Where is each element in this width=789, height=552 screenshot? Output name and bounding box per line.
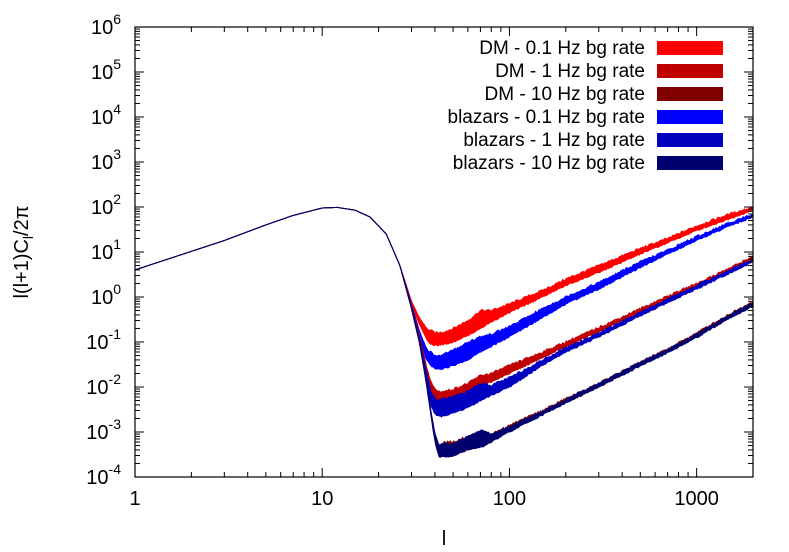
y-tick-exponent: 5 [113, 56, 121, 72]
x-axis-title: l [442, 528, 446, 550]
y-tick-label: 106 [91, 11, 121, 39]
y-tick-exponent: -2 [109, 371, 122, 387]
y-axis-title: l(l+1)Cl/2π [11, 205, 36, 298]
y-tick-label: 10-3 [86, 416, 121, 444]
y-tick-exponent: 2 [113, 191, 121, 207]
series-layer [135, 206, 753, 458]
y-tick-base: 10 [91, 17, 113, 39]
x-tick-label: 100 [493, 488, 526, 510]
y-tick-base: 10 [91, 242, 113, 264]
x-tick-label: 10 [311, 488, 333, 510]
y-tick-exponent: 4 [113, 101, 121, 117]
y-tick-label: 105 [91, 56, 121, 84]
y-tick-base: 10 [91, 287, 113, 309]
y-tick-base: 10 [91, 107, 113, 129]
legend-label: blazars - 10 Hz bg rate [453, 153, 645, 174]
y-tick-label: 10-1 [86, 326, 121, 354]
y-axis-title-rest: /2π [11, 205, 33, 235]
y-tick-label: 10-4 [86, 461, 121, 489]
legend-label: blazars - 1 Hz bg rate [463, 130, 645, 151]
y-axis-title-main: l(l+1)C [11, 239, 33, 298]
y-tick-base: 10 [86, 332, 108, 354]
y-tick-exponent: -4 [109, 461, 122, 477]
legend-swatch [657, 110, 723, 124]
legend-swatch [657, 64, 723, 78]
y-tick-exponent: 1 [113, 236, 121, 252]
y-tick-base: 10 [86, 422, 108, 444]
x-axis: 1 10 100 1000 [129, 27, 754, 510]
legend-label: DM - 1 Hz bg rate [495, 61, 645, 82]
y-tick-exponent: -1 [109, 326, 122, 342]
y-tick-base: 10 [86, 467, 108, 489]
y-tick-base: 10 [91, 152, 113, 174]
y-tick-label: 101 [91, 236, 121, 264]
legend-swatch [657, 41, 723, 55]
y-tick-exponent: 3 [113, 146, 121, 162]
legend-swatch [657, 156, 723, 170]
y-tick-label: 103 [91, 146, 121, 174]
y-tick-base: 10 [91, 62, 113, 84]
legend-label: blazars - 0.1 Hz bg rate [448, 107, 645, 128]
legend-swatch [657, 87, 723, 101]
legend-label: DM - 10 Hz bg rate [485, 84, 646, 105]
y-tick-label: 104 [91, 101, 121, 129]
y-tick-exponent: 0 [113, 281, 121, 297]
y-tick-base: 10 [86, 377, 108, 399]
x-tick-label: 1 [129, 488, 140, 510]
y-tick-exponent: -3 [109, 416, 122, 432]
legend-swatch [657, 133, 723, 147]
series-band [135, 206, 753, 458]
legend-label: DM - 0.1 Hz bg rate [479, 38, 645, 59]
y-tick-exponent: 6 [113, 11, 121, 27]
y-tick-label: 100 [91, 281, 121, 309]
y-tick-base: 10 [91, 197, 113, 219]
y-tick-label: 10-2 [86, 371, 121, 399]
y-axis-title-subscript: l [20, 236, 36, 239]
x-tick-label: 1000 [674, 488, 719, 510]
y-tick-label: 102 [91, 191, 121, 219]
